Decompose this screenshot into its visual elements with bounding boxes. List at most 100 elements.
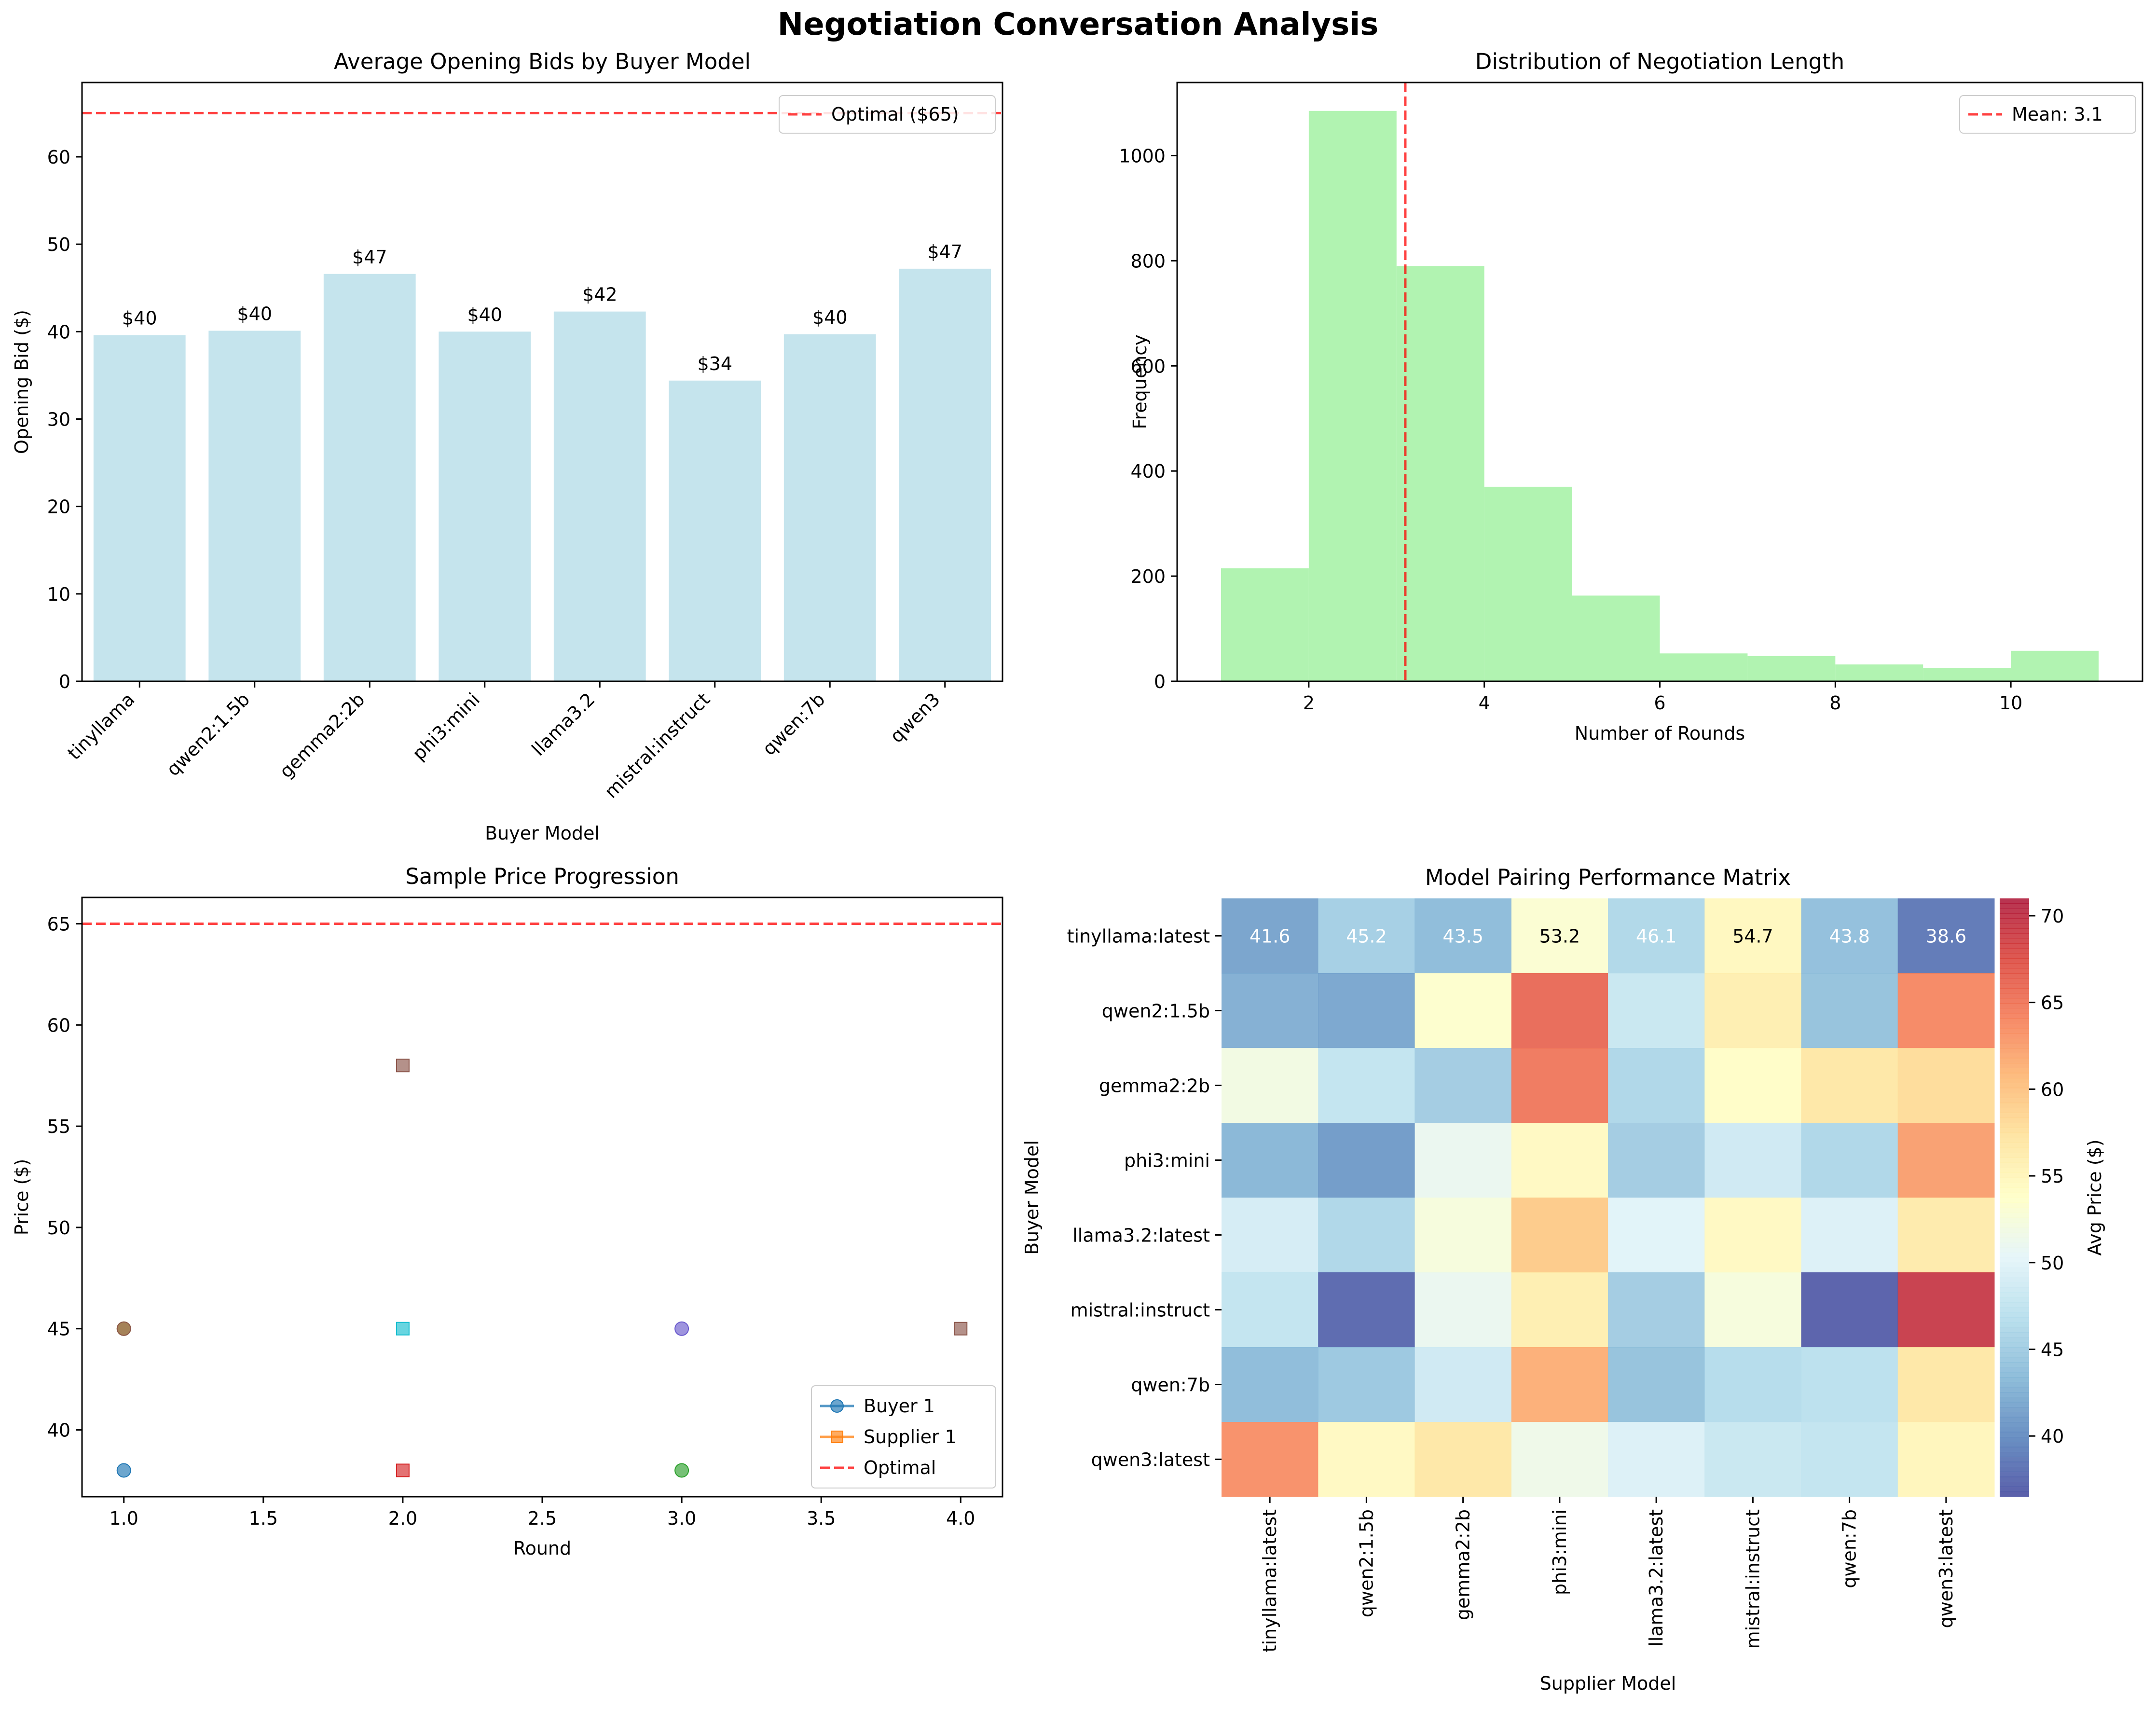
heatmap-cell xyxy=(1318,1347,1415,1422)
legend-box xyxy=(779,95,996,134)
heatmap-cell xyxy=(1801,1048,1898,1123)
colorbar-segment xyxy=(2000,1282,2029,1288)
x-tick-label: phi3:mini xyxy=(1549,1509,1570,1595)
heatmap-cell xyxy=(1704,1422,1801,1497)
bar-phi3:mini xyxy=(439,331,531,681)
colorbar-segment xyxy=(2000,1207,2029,1213)
colorbar-segment xyxy=(2000,1382,2029,1388)
colorbar-segment xyxy=(2000,1452,2029,1457)
colorbar-segment xyxy=(2000,1327,2029,1333)
colorbar-segment xyxy=(2000,1068,2029,1074)
heatmap-cell xyxy=(1704,1198,1801,1273)
heatmap-cell xyxy=(1414,1123,1512,1198)
scatter-point-square xyxy=(396,1463,410,1477)
colorbar-segment xyxy=(2000,1138,2029,1143)
y-tick-label: 30 xyxy=(47,409,70,430)
heatmap-cell-label: 46.1 xyxy=(1636,926,1677,947)
heatmap-cell-label: 54.7 xyxy=(1732,926,1773,947)
bar-value-label: $40 xyxy=(467,304,502,325)
colorbar-segment xyxy=(2000,1108,2029,1113)
heatmap-panel: 41.6 45.2 43.5 53.2 46.1 54.7 43.8 38.6 tinyllam… xyxy=(1021,865,2105,1694)
histogram-bar xyxy=(1835,664,1923,681)
legend-marker-square xyxy=(831,1431,843,1443)
x-tick-label: gemma2:2b xyxy=(1453,1509,1474,1620)
legend-label: Buyer 1 xyxy=(864,1395,935,1417)
heatmap-cell xyxy=(1897,1272,1995,1348)
heatmap-cell xyxy=(1511,1347,1608,1422)
heatmap-cell xyxy=(1511,1422,1608,1497)
colorbar-segment xyxy=(2000,923,2029,929)
y-axis-label: Price ($) xyxy=(11,1159,32,1236)
colorbar-segment xyxy=(2000,1183,2029,1188)
heatmap-cell xyxy=(1608,1123,1705,1198)
colorbar-segment xyxy=(2000,1058,2029,1063)
bar-qwen:7b xyxy=(783,334,876,681)
x-axis-label: Buyer Model xyxy=(485,823,600,844)
colorbar-segment xyxy=(2000,1237,2029,1243)
colorbar-segment xyxy=(2000,1272,2029,1278)
heatmap-cell xyxy=(1897,973,1995,1048)
colorbar-tick-label: 70 xyxy=(2041,906,2064,927)
x-tick-label: tinyllama:latest xyxy=(1259,1509,1280,1652)
colorbar-tick-label: 60 xyxy=(2041,1079,2064,1100)
bar-tinyllama xyxy=(93,335,186,681)
colorbar-segment xyxy=(2000,1476,2029,1482)
colorbar-segment xyxy=(2000,1232,2029,1238)
colorbar-segment xyxy=(2000,1103,2029,1108)
colorbar-tick-label: 65 xyxy=(2041,992,2064,1014)
x-tick-label: 8 xyxy=(1829,692,1841,714)
x-axis-label: Round xyxy=(513,1538,571,1559)
colorbar-segment xyxy=(2000,953,2029,959)
heatmap-cell xyxy=(1222,973,1318,1048)
colorbar-segment xyxy=(2000,933,2029,939)
heatmap-cell xyxy=(1222,1272,1318,1348)
heatmap-cell xyxy=(1704,1347,1801,1422)
colorbar-segment xyxy=(2000,1432,2029,1437)
scatter-point-square xyxy=(396,1322,410,1336)
heatmap-cell-label: 53.2 xyxy=(1539,926,1580,947)
colorbar-segment xyxy=(2000,1003,2029,1008)
colorbar-segment xyxy=(2000,1162,2029,1168)
colorbar-segment xyxy=(2000,1447,2029,1452)
colorbar-segment xyxy=(2000,973,2029,979)
colorbar-segment xyxy=(2000,1018,2029,1023)
x-tick-label: 3.5 xyxy=(807,1508,836,1529)
colorbar-segment xyxy=(2000,1427,2029,1433)
heatmap-cell xyxy=(1222,898,1318,974)
bar-llama3.2 xyxy=(553,311,646,681)
heatmap-cell xyxy=(1511,1272,1608,1348)
colorbar-segment xyxy=(2000,1252,2029,1258)
colorbar-segment xyxy=(2000,963,2029,969)
scatter-point-circle xyxy=(116,1463,131,1478)
heatmap-cell xyxy=(1704,1272,1801,1348)
bar-value-label: $42 xyxy=(582,284,618,305)
colorbar-segment xyxy=(2000,1222,2029,1228)
colorbar-segment xyxy=(2000,1362,2029,1367)
colorbar-segment xyxy=(2000,1332,2029,1337)
colorbar-segment xyxy=(2000,988,2029,993)
x-tick-label: 1.0 xyxy=(110,1508,138,1529)
colorbar-segment xyxy=(2000,1158,2029,1163)
heatmap-cell xyxy=(1222,1422,1318,1497)
colorbar-segment xyxy=(2000,1347,2029,1352)
histogram-bar xyxy=(1484,486,1572,681)
colorbar-tick-label: 50 xyxy=(2041,1253,2064,1274)
colorbar-segment xyxy=(2000,983,2029,989)
y-tick-label: 50 xyxy=(47,234,70,255)
heatmap-cell xyxy=(1222,1198,1318,1273)
x-tick-label: 2.5 xyxy=(528,1508,557,1529)
colorbar-segment xyxy=(2000,1033,2029,1038)
y-tick-label: 45 xyxy=(47,1319,70,1340)
y-tick-label: mistral:instruct xyxy=(1071,1300,1210,1321)
colorbar-segment xyxy=(2000,993,2029,999)
heatmap-cell xyxy=(1318,973,1415,1048)
colorbar-segment xyxy=(2000,1437,2029,1442)
heatmap-cell xyxy=(1897,1347,1995,1422)
heatmap-cell xyxy=(1801,1422,1898,1497)
colorbar-segment xyxy=(2000,1292,2029,1298)
colorbar-segment xyxy=(2000,1317,2029,1323)
scatter-point-circle xyxy=(116,1321,131,1336)
bar-gemma2:2b xyxy=(323,274,416,681)
x-tick-label: 3.0 xyxy=(667,1508,696,1529)
bar-mistral:instruct xyxy=(669,380,761,681)
